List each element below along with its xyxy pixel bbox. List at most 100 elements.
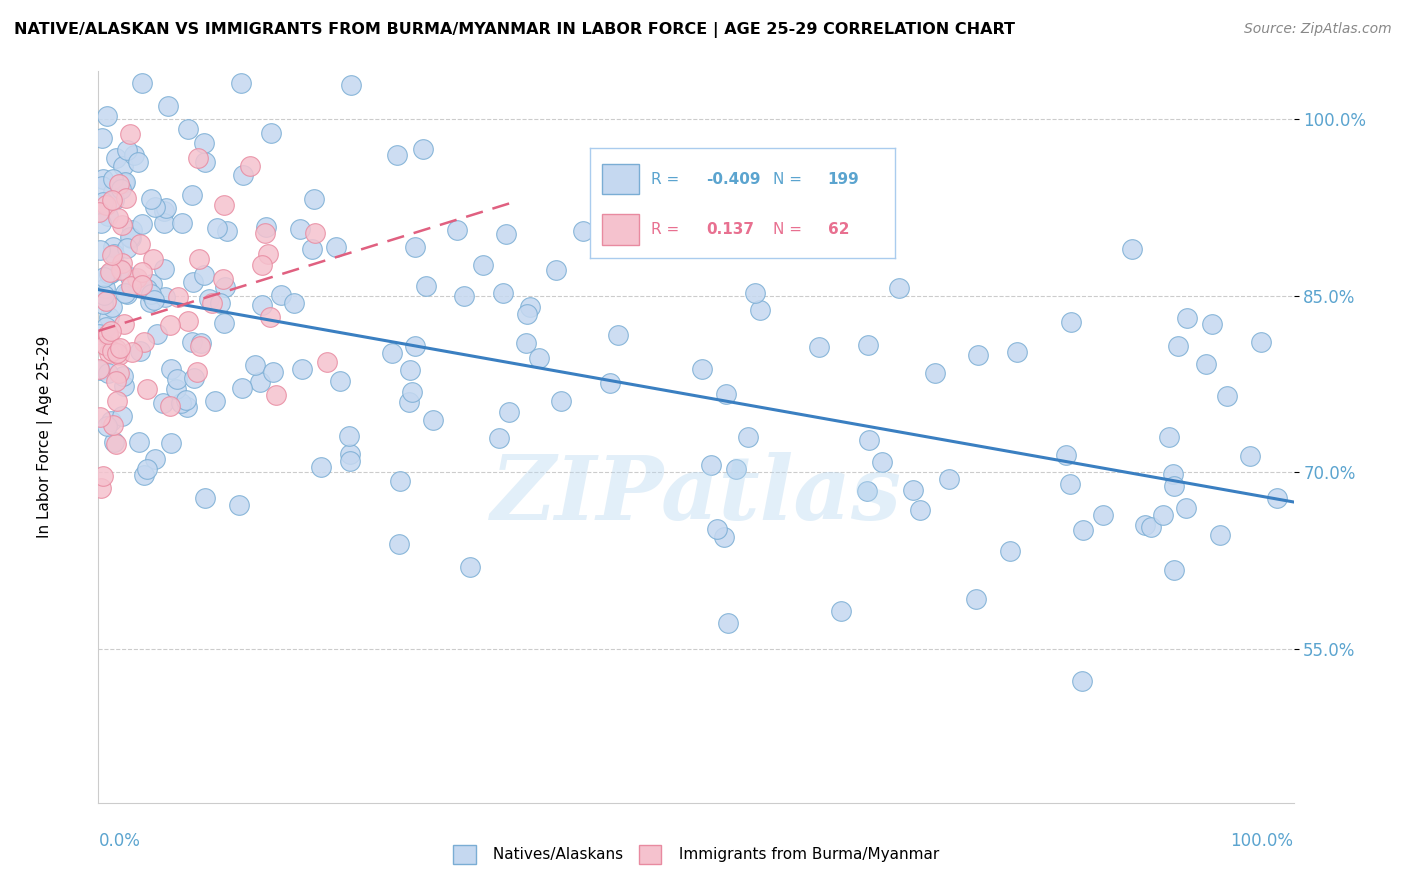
Point — [446, 223, 468, 237]
Bar — [602, 163, 638, 194]
Point — [112, 159, 135, 173]
Point — [1059, 476, 1081, 491]
Point — [398, 394, 420, 409]
Point — [527, 351, 550, 366]
Point — [250, 298, 273, 312]
Text: 0.137: 0.137 — [706, 222, 754, 237]
Point — [270, 287, 292, 301]
Point — [889, 280, 911, 294]
Point — [176, 393, 198, 408]
Point — [91, 469, 114, 483]
Point — [146, 326, 169, 341]
Point — [112, 317, 135, 331]
Point — [232, 168, 254, 182]
Point — [134, 467, 156, 482]
Point — [257, 246, 280, 260]
Point — [157, 99, 180, 113]
Point — [205, 221, 228, 235]
Point — [716, 386, 738, 401]
Point — [339, 447, 361, 461]
Text: R =: R = — [651, 222, 683, 237]
Point — [519, 300, 541, 314]
Point — [870, 455, 893, 469]
Point — [1250, 334, 1272, 349]
Point — [121, 345, 143, 359]
Point — [188, 339, 211, 353]
Legend:  Natives/Alaskans,  Immigrants from Burma/Myanmar: Natives/Alaskans, Immigrants from Burma/… — [449, 840, 943, 868]
Point — [717, 616, 740, 631]
Point — [176, 400, 198, 414]
Point — [90, 481, 112, 495]
Point — [105, 346, 128, 360]
Point — [114, 175, 136, 189]
Point — [398, 363, 420, 377]
Point — [101, 344, 124, 359]
Point — [404, 339, 426, 353]
Point — [90, 334, 112, 348]
Point — [495, 227, 517, 241]
Point — [201, 296, 224, 310]
Point — [159, 436, 181, 450]
Point — [938, 471, 960, 485]
Point — [1216, 389, 1239, 403]
Point — [121, 223, 143, 237]
Point — [96, 419, 118, 434]
Point — [706, 522, 728, 536]
Point — [325, 239, 347, 253]
Point — [254, 219, 277, 234]
Point — [208, 295, 231, 310]
Point — [153, 204, 176, 219]
Point — [101, 186, 124, 200]
Text: 62: 62 — [828, 222, 849, 237]
Point — [94, 198, 117, 212]
Point — [387, 537, 409, 551]
Point — [1209, 528, 1232, 542]
Point — [90, 130, 112, 145]
Point — [229, 76, 252, 90]
Point — [141, 277, 163, 291]
Point — [94, 320, 117, 334]
Point — [129, 344, 152, 359]
Point — [160, 362, 183, 376]
Point — [212, 198, 235, 212]
Point — [422, 412, 444, 426]
Point — [1121, 242, 1143, 256]
Point — [472, 258, 495, 272]
Point — [264, 388, 287, 402]
Point — [139, 295, 162, 310]
Point — [167, 290, 190, 304]
Point — [181, 276, 204, 290]
Point — [152, 261, 174, 276]
Point — [110, 182, 132, 196]
Point — [131, 278, 153, 293]
Point — [108, 348, 131, 362]
Text: NATIVE/ALASKAN VS IMMIGRANTS FROM BURMA/MYANMAR IN LABOR FORCE | AGE 25-29 CORRE: NATIVE/ALASKAN VS IMMIGRANTS FROM BURMA/… — [14, 22, 1015, 38]
Point — [132, 335, 155, 350]
Point — [165, 382, 187, 396]
Point — [115, 286, 138, 301]
Point — [136, 462, 159, 476]
Point — [1054, 448, 1077, 462]
Point — [103, 434, 125, 449]
Text: 100.0%: 100.0% — [1230, 832, 1294, 850]
Point — [143, 451, 166, 466]
Point — [337, 429, 360, 443]
Point — [404, 240, 426, 254]
Point — [699, 458, 721, 473]
Point — [766, 236, 789, 251]
Point — [110, 341, 132, 355]
Point — [90, 216, 112, 230]
Point — [516, 306, 538, 320]
Point — [143, 200, 166, 214]
Point — [108, 261, 131, 276]
Point — [544, 262, 567, 277]
Point — [114, 176, 136, 190]
Point — [214, 280, 236, 294]
Point — [114, 379, 136, 393]
Point — [136, 382, 159, 396]
Point — [166, 372, 188, 386]
Point — [136, 281, 159, 295]
Point — [724, 462, 747, 476]
Point — [856, 484, 879, 499]
Point — [1163, 563, 1185, 577]
